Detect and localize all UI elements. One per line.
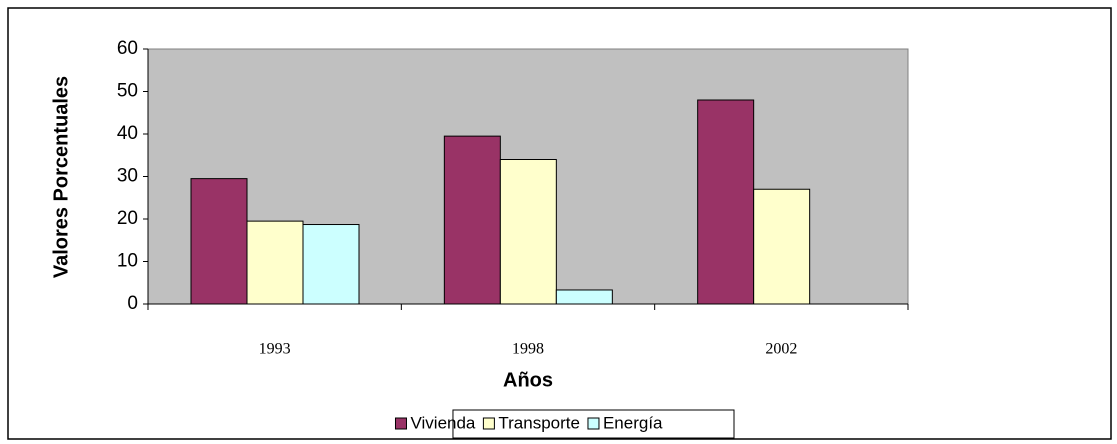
- y-tick-label: 30: [117, 166, 138, 187]
- y-axis-title: Valores Porcentuales: [50, 76, 72, 278]
- bar: [302, 224, 360, 305]
- legend-label: Energía: [603, 413, 663, 432]
- bar: [499, 159, 557, 305]
- y-tick-label: 10: [117, 251, 138, 272]
- legend-label: Vivienda: [410, 413, 475, 432]
- y-tick-label: 0: [127, 293, 138, 314]
- y-tick-label: 60: [117, 38, 138, 59]
- x-tick-label: 1998: [512, 341, 544, 358]
- bar: [697, 99, 755, 305]
- x-tick-label: 1993: [259, 341, 291, 358]
- y-tick-label: 40: [117, 123, 138, 144]
- bar: [555, 289, 613, 305]
- legend-label: Transporte: [498, 413, 580, 432]
- x-axis-title: Años: [503, 369, 553, 391]
- legend-swatch: [482, 417, 495, 430]
- bar: [753, 188, 811, 305]
- legend: Vivienda Transporte Energía: [394, 409, 735, 439]
- x-tick-label: 2002: [765, 341, 797, 358]
- legend-swatch: [587, 417, 600, 430]
- bar: [443, 135, 501, 305]
- y-tick-label: 20: [117, 208, 138, 229]
- y-tick-label: 50: [117, 81, 138, 102]
- legend-swatch: [394, 417, 407, 430]
- bar: [190, 178, 248, 305]
- bar: [246, 220, 304, 305]
